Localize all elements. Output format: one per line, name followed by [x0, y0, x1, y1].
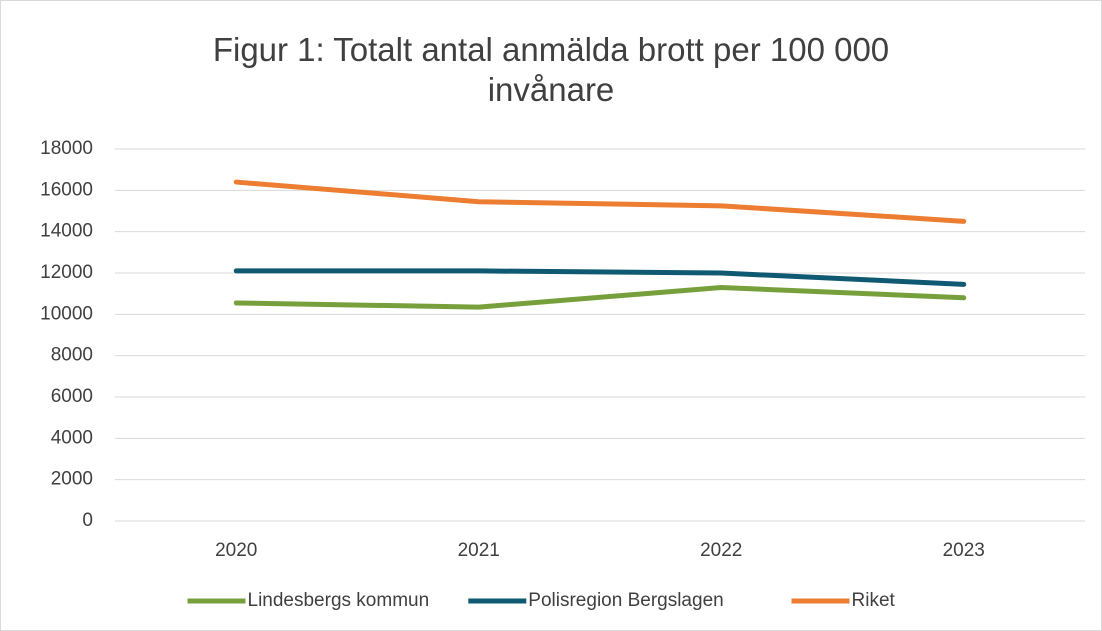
y-tick-label: 0	[82, 510, 93, 531]
x-tick-label: 2020	[215, 540, 257, 561]
y-tick-label: 12000	[40, 262, 93, 283]
y-tick-label: 16000	[40, 179, 93, 200]
series-line	[233, 268, 967, 287]
series-line	[233, 179, 967, 224]
chart-title: Figur 1: Totalt antal anmälda brott per …	[212, 31, 890, 108]
x-tick-label: 2022	[700, 540, 742, 561]
legend-label: Riket	[852, 590, 896, 611]
y-tick-label: 2000	[51, 469, 93, 490]
x-tick-label: 2021	[458, 540, 500, 561]
y-tick-label: 18000	[40, 138, 93, 159]
legend-label: Polisregion Bergslagen	[528, 590, 723, 611]
y-tick-label: 8000	[51, 345, 93, 366]
y-tick-label: 4000	[51, 427, 93, 448]
legend-label: Lindesbergs kommun	[248, 590, 430, 611]
x-tick-label: 2023	[943, 540, 985, 561]
y-tick-label: 14000	[40, 221, 93, 242]
series-line	[233, 284, 967, 310]
y-tick-label: 10000	[40, 303, 93, 324]
y-tick-label: 6000	[51, 386, 93, 407]
